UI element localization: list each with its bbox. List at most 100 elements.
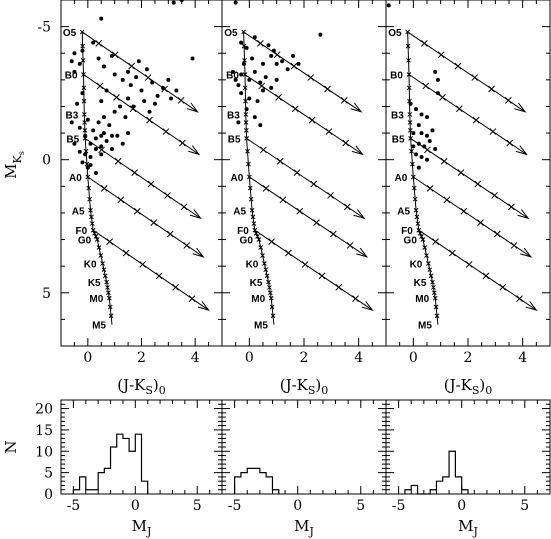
x-tick-label: 0: [409, 350, 418, 366]
star-point: [123, 115, 128, 120]
ms-cross: [89, 221, 95, 226]
reddening-mark: [324, 85, 331, 93]
ms-cross: [258, 245, 264, 250]
hist-y-tick-label: 0: [44, 487, 53, 503]
ms-cross: [251, 221, 257, 226]
x-tick-label: 0: [83, 350, 92, 366]
reddening-mark: [443, 196, 451, 204]
ms-cross: [243, 112, 249, 117]
star-point: [263, 75, 268, 80]
star-point: [72, 69, 77, 74]
star-point: [419, 155, 424, 160]
reddening-arrowhead: [351, 145, 364, 156]
star-point: [427, 139, 432, 144]
ms-cross: [81, 112, 87, 117]
star-point: [83, 152, 88, 157]
reddening-mark: [516, 295, 523, 303]
star-point: [190, 56, 195, 61]
ms-cross: [413, 207, 419, 213]
ms-cross: [249, 207, 255, 213]
star-point: [236, 120, 241, 125]
star-point: [101, 64, 106, 69]
reddening-mark: [188, 295, 196, 303]
spectral-type-label: B3: [391, 110, 404, 121]
star-point: [72, 141, 77, 146]
reddening-mark: [477, 219, 484, 226]
ms-cross: [89, 214, 94, 220]
x-axis-label-sub2: 0: [485, 384, 492, 397]
cmd-frame: [60, 0, 223, 347]
spectral-type-label: O5: [388, 28, 402, 39]
reddening-mark: [318, 272, 326, 280]
hist-x-tick-label: 5: [193, 498, 202, 514]
reddening-mark: [147, 180, 155, 188]
ms-cross: [81, 85, 87, 91]
ms-cross: [264, 273, 270, 279]
star-point: [93, 136, 98, 141]
spectral-type-label: B5: [228, 134, 241, 145]
reddening-mark: [172, 283, 179, 291]
reddening-mark: [342, 139, 350, 147]
reddening-arrowhead: [361, 301, 374, 311]
cmd-y-axis-label-subsub: s: [17, 151, 26, 155]
reddening-arrowhead: [525, 301, 538, 311]
star-point: [134, 75, 139, 80]
ms-cross: [256, 237, 262, 242]
star-point: [150, 80, 155, 85]
spectral-type-label: B5: [392, 134, 405, 145]
ms-cross: [243, 128, 249, 133]
hist-frame: [385, 399, 551, 495]
ms-cross: [427, 267, 433, 273]
hist-y-tick-label: 5: [44, 466, 53, 482]
reddening-mark: [179, 139, 186, 147]
spectral-type-label: K0: [84, 259, 97, 270]
spectral-type-label: M0: [415, 294, 429, 305]
ms-cross: [242, 85, 248, 91]
reddening-vector: [243, 31, 362, 113]
star-point: [274, 77, 279, 82]
hist-x-tick-label: -5: [67, 498, 81, 514]
ms-cross: [84, 161, 90, 167]
ms-cross: [242, 57, 247, 63]
x-axis-label-sub: S: [145, 384, 153, 397]
star-point: [261, 61, 265, 66]
ms-cross: [106, 290, 111, 296]
spectral-type-label: B0: [226, 71, 239, 82]
ms-cross: [406, 57, 411, 63]
ms-cross: [409, 148, 414, 154]
ms-cross: [96, 245, 102, 250]
reddening-mark: [432, 238, 439, 245]
spectral-type-label: A0: [231, 173, 244, 184]
reddening-mark: [164, 192, 171, 199]
hist-y-axis-label: N: [2, 440, 20, 453]
x-tick-label: 4: [518, 350, 527, 366]
star-point: [155, 93, 160, 98]
star-point: [112, 72, 117, 77]
ms-cross: [422, 245, 428, 250]
reddening-mark: [457, 169, 465, 176]
reddening-mark: [273, 51, 281, 59]
reddening-mark: [340, 97, 348, 104]
hist-x-axis-label-main: M: [132, 517, 147, 535]
cmd-y-axis-label: MKs: [2, 151, 26, 179]
ms-cross: [82, 120, 87, 125]
hist-x-axis-label-sub: J: [472, 525, 477, 538]
star-point: [236, 83, 241, 88]
spectral-type-label: K5: [250, 278, 263, 289]
ms-cross: [247, 185, 253, 191]
reddening-mark: [262, 185, 270, 192]
reddening-mark: [113, 93, 120, 101]
star-point: [411, 144, 416, 149]
reddening-mark: [279, 196, 287, 204]
star-point: [139, 88, 144, 93]
ms-cross: [267, 290, 273, 296]
reddening-mark: [146, 116, 153, 124]
ms-cross: [88, 207, 93, 213]
star-point: [296, 61, 301, 66]
reddening-arrowhead: [192, 247, 205, 258]
x-tick-label: 4: [191, 350, 200, 366]
star-point: [69, 120, 74, 125]
hist-x-axis-label-main: M: [294, 517, 309, 535]
ms-cross: [106, 295, 112, 301]
spectral-type-label: F0: [237, 226, 249, 237]
